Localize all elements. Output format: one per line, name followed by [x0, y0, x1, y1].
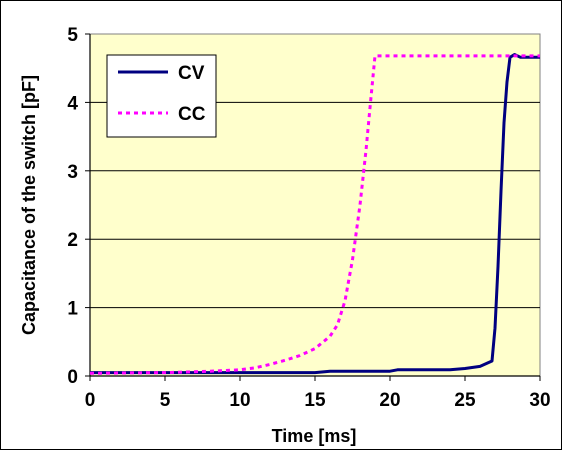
y-tick-label: 1: [67, 299, 78, 320]
legend: CV CC: [106, 54, 217, 138]
x-axis-title: Time [ms]: [272, 426, 357, 446]
y-tick-label: 5: [67, 25, 78, 46]
x-tick-label: 30: [529, 390, 550, 411]
y-tick-label: 4: [67, 93, 78, 114]
x-tick-label: 5: [160, 390, 171, 411]
legend-label-cv: CV: [178, 63, 205, 84]
axes: 0 1 2 3 4 5 0 5 10 15 20 25 30: [67, 25, 550, 411]
series-line-cv: [90, 53, 540, 375]
y-tick-label: 3: [67, 162, 78, 183]
legend-box: [106, 54, 217, 138]
legend-label-cc: CC: [178, 104, 206, 125]
x-tick-label: 15: [304, 390, 326, 411]
x-tick-label: 20: [379, 390, 400, 411]
series-group: [89, 53, 540, 375]
x-tick-label: 0: [85, 390, 96, 411]
x-tick-label: 10: [229, 390, 250, 411]
series-line-cc: [89, 54, 540, 375]
y-tick-label: 2: [67, 230, 78, 251]
y-axis-title: Capacitance of the switch [pF]: [19, 75, 39, 335]
y-tick-label: 0: [67, 367, 78, 388]
x-tick-label: 25: [454, 390, 476, 411]
